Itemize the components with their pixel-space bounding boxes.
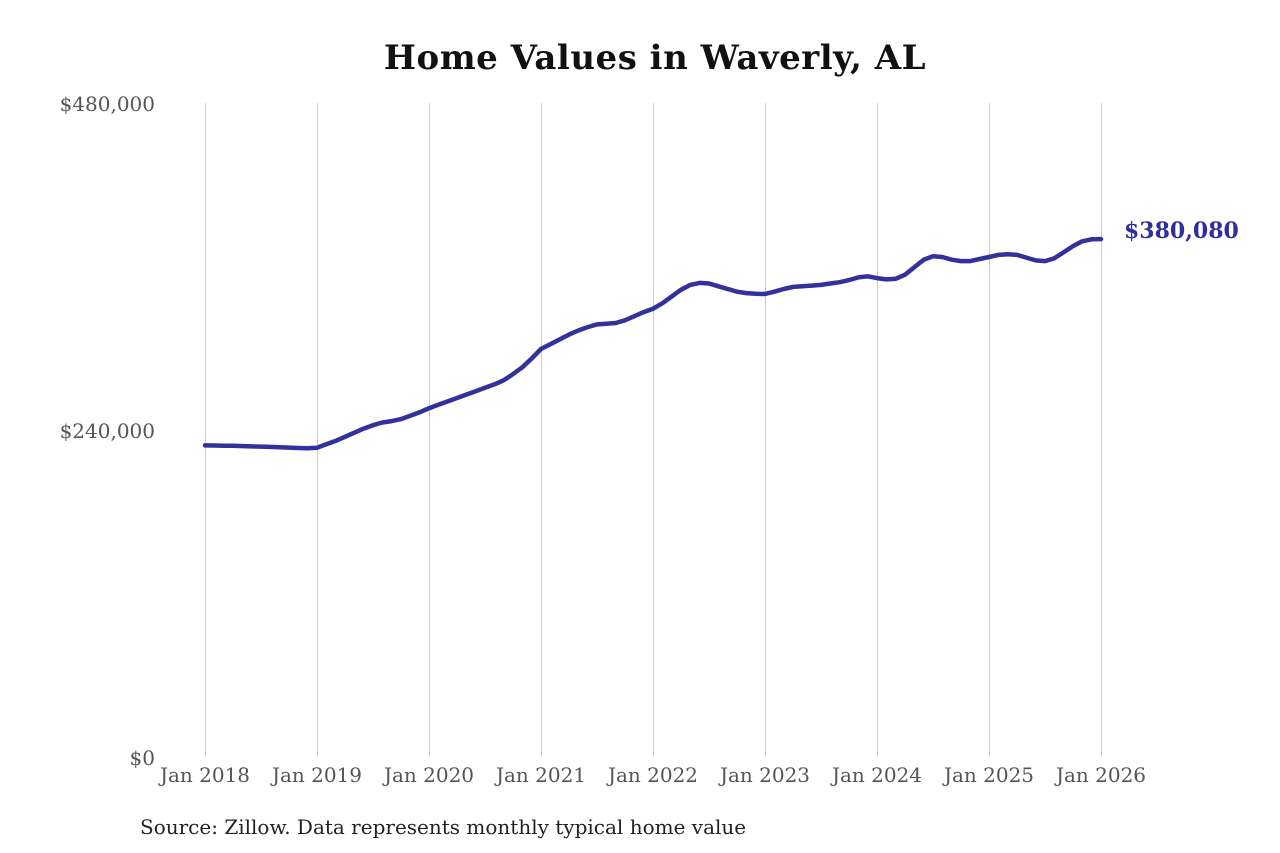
y-axis-tick-label: $240,000 <box>59 419 155 443</box>
x-axis-tick-label: Jan 2019 <box>271 763 363 787</box>
x-axis-tick-label: Jan 2025 <box>943 763 1035 787</box>
x-axis-tick-label: Jan 2021 <box>495 763 587 787</box>
gridline <box>877 103 878 757</box>
x-axis-tick-label: Jan 2022 <box>607 763 699 787</box>
x-axis-tick-label: Jan 2020 <box>383 763 475 787</box>
gridline <box>429 103 430 757</box>
gridline <box>317 103 318 757</box>
gridline <box>541 103 542 757</box>
x-axis-tick-label: Jan 2024 <box>831 763 923 787</box>
gridline <box>653 103 654 757</box>
gridline <box>765 103 766 757</box>
x-axis-tick-label: Jan 2023 <box>719 763 811 787</box>
gridline <box>1101 103 1102 757</box>
source-note: Source: Zillow. Data represents monthly … <box>140 815 747 839</box>
x-axis-tick-label: Jan 2018 <box>159 763 251 787</box>
latest-value-label: $380,080 <box>1124 218 1239 244</box>
x-axis-tick-label: Jan 2026 <box>1055 763 1147 787</box>
chart-title: Home Values in Waverly, AL <box>383 38 927 78</box>
gridline <box>205 103 206 757</box>
gridline <box>989 103 990 757</box>
y-axis-tick-label: $0 <box>129 746 155 770</box>
y-axis-tick-label: $480,000 <box>59 92 155 116</box>
